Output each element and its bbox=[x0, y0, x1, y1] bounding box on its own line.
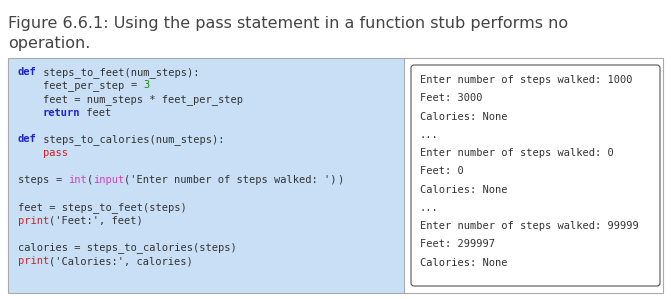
Text: return: return bbox=[43, 108, 81, 118]
FancyBboxPatch shape bbox=[411, 65, 660, 286]
Text: def: def bbox=[18, 67, 37, 77]
Text: ...: ... bbox=[420, 203, 439, 213]
Text: def: def bbox=[18, 135, 37, 144]
Text: (: ( bbox=[87, 175, 93, 185]
Text: pass: pass bbox=[43, 148, 68, 158]
Text: Feet: 299997: Feet: 299997 bbox=[420, 239, 495, 249]
Text: print: print bbox=[18, 256, 49, 266]
Text: 3: 3 bbox=[143, 80, 149, 91]
Bar bbox=[8, 58, 404, 293]
Bar bbox=[8, 58, 663, 293]
Text: Enter number of steps walked: 1000: Enter number of steps walked: 1000 bbox=[420, 75, 633, 85]
Text: =: = bbox=[56, 175, 68, 185]
Text: Calories: None: Calories: None bbox=[420, 185, 507, 195]
Text: operation.: operation. bbox=[8, 36, 91, 51]
Text: Feet: 0: Feet: 0 bbox=[420, 166, 464, 176]
Text: Figure 6.6.1: Using the pass statement in a function stub performs no: Figure 6.6.1: Using the pass statement i… bbox=[8, 16, 568, 31]
Text: print: print bbox=[18, 216, 49, 225]
Text: steps: steps bbox=[18, 175, 56, 185]
Text: ...: ... bbox=[420, 130, 439, 140]
Text: ('Enter number of steps walked: '): ('Enter number of steps walked: ') bbox=[124, 175, 337, 185]
Text: Enter number of steps walked: 99999: Enter number of steps walked: 99999 bbox=[420, 221, 639, 231]
Text: ('Feet:', feet): ('Feet:', feet) bbox=[49, 216, 143, 225]
Text: feet = steps_to_feet(steps): feet = steps_to_feet(steps) bbox=[18, 202, 187, 213]
Text: feet_per_step: feet_per_step bbox=[18, 80, 130, 91]
Text: int: int bbox=[68, 175, 87, 185]
Text: calories = steps_to_calories(steps): calories = steps_to_calories(steps) bbox=[18, 242, 237, 254]
Text: feet = num_steps * feet_per_step: feet = num_steps * feet_per_step bbox=[18, 94, 243, 105]
Text: ('Calories:', calories): ('Calories:', calories) bbox=[49, 256, 193, 266]
Text: Enter number of steps walked: 0: Enter number of steps walked: 0 bbox=[420, 148, 614, 158]
Text: =: = bbox=[130, 80, 137, 91]
Bar bbox=[404, 58, 663, 293]
Text: Calories: None: Calories: None bbox=[420, 258, 507, 268]
Text: ): ) bbox=[337, 175, 343, 185]
Text: input: input bbox=[93, 175, 124, 185]
Text: Calories: None: Calories: None bbox=[420, 112, 507, 122]
Text: Feet: 3000: Feet: 3000 bbox=[420, 93, 482, 103]
Text: feet: feet bbox=[81, 108, 112, 118]
Text: steps_to_calories(num_steps):: steps_to_calories(num_steps): bbox=[37, 135, 224, 145]
Text: steps_to_feet(num_steps):: steps_to_feet(num_steps): bbox=[37, 67, 199, 78]
